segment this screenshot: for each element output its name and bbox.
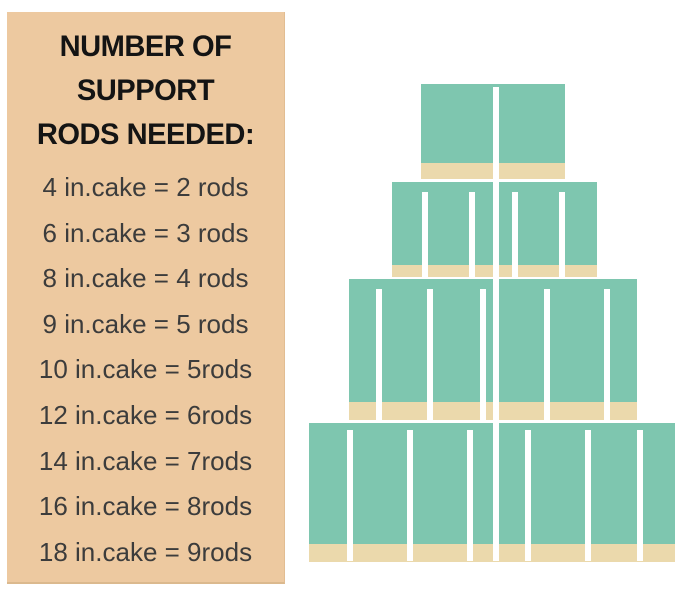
list-item: 4 in.cake = 2 rods bbox=[42, 172, 249, 202]
support-rod bbox=[427, 289, 433, 420]
list-item: 18 in.cake = 9rods bbox=[38, 536, 253, 567]
cake-tier bbox=[309, 423, 675, 544]
panel-title-line: RODS NEEDED: bbox=[36, 118, 255, 151]
support-rod bbox=[376, 289, 382, 420]
legend-panel: NUMBER OF SUPPORT RODS NEEDED: 4 in.cake… bbox=[7, 12, 285, 584]
panel-title: NUMBER OF SUPPORT RODS NEEDED: bbox=[11, 25, 280, 157]
support-rod bbox=[480, 289, 486, 420]
support-rod bbox=[559, 192, 565, 277]
cake-tier-band bbox=[309, 544, 675, 562]
support-rod bbox=[469, 192, 475, 277]
support-rod bbox=[422, 192, 428, 277]
list-item: 16 in.cake = 8rods bbox=[38, 491, 253, 522]
support-rod bbox=[407, 430, 413, 561]
list-item: 14 in.cake = 7rods bbox=[38, 445, 253, 476]
support-rod bbox=[604, 289, 610, 420]
list-item: 9 in.cake = 5 rods bbox=[42, 308, 249, 339]
support-rod bbox=[512, 192, 518, 277]
support-rod bbox=[525, 430, 531, 561]
rod-count-list: 4 in.cake = 2 rods 6 in.cake = 3 rods 8 … bbox=[7, 165, 284, 575]
list-item: 6 in.cake = 3 rods bbox=[42, 217, 249, 248]
list-item: 10 in.cake = 5rods bbox=[38, 354, 253, 385]
support-rod bbox=[544, 289, 550, 420]
support-rod bbox=[585, 430, 591, 561]
support-rod bbox=[467, 430, 473, 561]
list-item: 8 in.cake = 4 rods bbox=[42, 263, 249, 294]
support-rod bbox=[637, 430, 643, 561]
panel-title-line: SUPPORT bbox=[76, 74, 215, 107]
panel-title-line: NUMBER OF bbox=[59, 30, 232, 63]
support-rod bbox=[347, 430, 353, 561]
center-dowel-rod bbox=[493, 87, 499, 561]
list-item: 12 in.cake = 6rods bbox=[38, 399, 253, 430]
